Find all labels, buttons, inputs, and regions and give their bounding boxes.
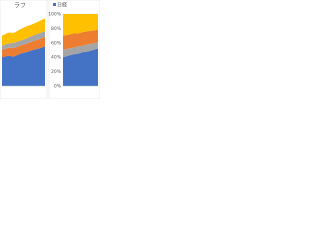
y-tick-label: 60% [51, 40, 62, 46]
area [2, 37, 45, 58]
page: ラフ0%20%40%60%80%100%日経 (() => { const da… [0, 0, 320, 99]
screenshot: ラフ 0% 20% 40% 60% 80% 100% 日経 [0, 0, 100, 99]
area [63, 48, 98, 86]
y-tick-label: 100% [48, 12, 62, 18]
y-tick-label: 40% [51, 55, 62, 61]
y-tick-label: 20% [51, 69, 62, 75]
area [63, 42, 98, 58]
legend-swatch [53, 3, 56, 6]
legend-label: 日経 [57, 2, 67, 9]
chart-title: ラフ [14, 3, 26, 10]
area [63, 29, 98, 50]
y-tick-label: 80% [51, 26, 62, 32]
y-tick-label: 0% [54, 84, 62, 90]
area [2, 46, 45, 86]
area [63, 14, 98, 36]
area [2, 31, 45, 50]
area [2, 18, 45, 46]
